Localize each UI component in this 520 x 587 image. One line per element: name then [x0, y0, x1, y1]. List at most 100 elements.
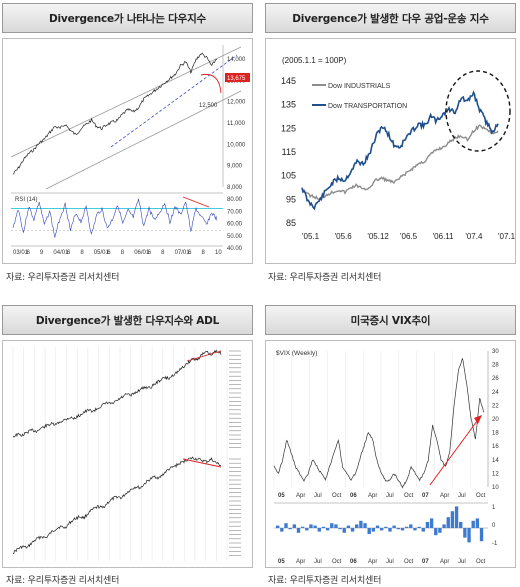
panel-3-title: Divergence가 발생한 다우지수와 ADL [2, 305, 253, 335]
vix-line [273, 357, 485, 489]
histogram-bar [276, 525, 280, 528]
histogram-bar [413, 528, 417, 531]
histogram-x-tick-label: Oct [476, 559, 486, 565]
histogram-bar [380, 528, 384, 531]
x-tick-label: 8 [80, 250, 84, 256]
histogram-x-tick-label: Oct [332, 559, 342, 565]
histogram-bar [479, 528, 484, 542]
x-tick-label: Apr [440, 493, 449, 499]
rsi-tick-label: 40.00 [227, 246, 243, 252]
y-tick-label: 105 [281, 171, 296, 181]
histogram-bar [346, 525, 351, 528]
x-tick-label: 9 [40, 250, 44, 256]
histogram-bar [371, 528, 376, 532]
rsi-tick-label: 60.00 [227, 222, 243, 228]
histogram-bar [446, 517, 450, 528]
histogram-bar [321, 526, 326, 528]
histogram-x-tick-label: Jul [458, 559, 466, 565]
histogram-x-tick-label: Jul [386, 559, 394, 565]
histogram-bar [442, 524, 446, 528]
histogram-x-tick-label: Apr [368, 559, 377, 565]
price-callout-label: 12,500 [199, 103, 218, 109]
y-tick-label: 26 [492, 376, 499, 382]
price-callout-label: 13,675 [227, 76, 246, 82]
divergence-arrow [200, 73, 222, 94]
rsi-divergence-arrow [182, 196, 210, 208]
y-tick-label: 12 [492, 471, 499, 477]
x-tick-label: 6 [188, 250, 192, 256]
y-tick-label: 14 [492, 458, 499, 464]
histogram-bar [459, 522, 463, 528]
histogram-bar [450, 511, 455, 528]
vix-arrowhead [474, 415, 482, 424]
x-tick-label: 03/01 [13, 250, 29, 256]
y-tick-label: 16 [492, 444, 499, 450]
price-tick-label: 8,000 [227, 185, 243, 191]
x-tick-label: 6 [67, 250, 71, 256]
histogram-bar [280, 528, 284, 532]
x-tick-label: 07/01 [175, 250, 191, 256]
histogram-bar [463, 528, 467, 538]
histogram-bar [296, 528, 301, 533]
x-tick-label: Jul [458, 493, 466, 499]
x-tick-label: '06.5 [400, 232, 418, 241]
adl-divergence-line [182, 458, 222, 468]
histogram-x-tick-label: 05 [278, 559, 285, 565]
histogram-bar [425, 522, 430, 528]
panel-3-chart [2, 340, 253, 568]
histogram-bar [288, 528, 292, 530]
histogram-bar [471, 520, 475, 528]
adl-line [12, 456, 222, 555]
y-tick-label: 30 [492, 349, 499, 355]
x-tick-label: 8 [202, 250, 206, 256]
histogram-bar [350, 528, 355, 532]
price-tick-label: 11,000 [227, 121, 246, 127]
y-tick-label: 24 [492, 390, 499, 396]
histogram-bar [375, 525, 380, 528]
histogram-bar [367, 528, 371, 534]
histogram-bar [334, 524, 338, 528]
histogram-x-tick-label: Apr [440, 559, 449, 565]
rsi-line [12, 198, 218, 238]
histogram-bar [359, 520, 363, 528]
y-tick-label: 28 [492, 363, 499, 369]
histogram-tick-label: 1 [492, 505, 496, 511]
histogram-bar [396, 528, 400, 530]
x-tick-label: 06/01 [134, 250, 150, 256]
x-tick-label: 04/01 [53, 250, 69, 256]
histogram-bar [409, 524, 413, 528]
histogram-tick-label: -1 [492, 541, 498, 547]
histogram-x-tick-label: Apr [296, 559, 305, 565]
dow-adl-chart [12, 347, 241, 561]
x-tick-label: Jul [314, 493, 322, 499]
histogram-bar [438, 528, 442, 533]
x-tick-label: Apr [368, 493, 377, 499]
series-line-industrials [301, 124, 499, 201]
histogram-bar [325, 528, 330, 531]
price-callout-box [225, 73, 250, 82]
chart-label: $VIX (Weekly) [276, 350, 317, 357]
x-tick-label: 06 [350, 493, 357, 499]
y-tick-label: 85 [286, 218, 296, 228]
histogram-bar [363, 523, 367, 528]
legend-label: Dow INDUSTRIALS [328, 83, 391, 90]
price-tick-label: 9,000 [227, 164, 243, 170]
dow-line [12, 349, 222, 438]
histogram-bar [355, 524, 359, 528]
histogram-bar [317, 528, 321, 532]
histogram-bar [305, 528, 309, 531]
dow-divergence-line [186, 350, 222, 362]
chart-subtitle: (2005.1.1 = 100P) [282, 56, 347, 65]
panel-1-chart: 14,00013,00012,00011,00010,0009,0008,000… [2, 38, 253, 264]
y-tick-label: 18 [492, 431, 499, 437]
histogram-bar [434, 528, 438, 536]
y-tick-label: 145 [281, 76, 296, 86]
histogram-bar [309, 524, 313, 528]
x-tick-label: Oct [404, 493, 414, 499]
histogram-x-tick-label: Jul [314, 559, 322, 565]
x-tick-label: 6 [148, 250, 152, 256]
vix-trend-arrow [429, 416, 481, 486]
y-tick-label: 20 [492, 417, 499, 423]
x-tick-label: '07.10 [498, 232, 515, 241]
